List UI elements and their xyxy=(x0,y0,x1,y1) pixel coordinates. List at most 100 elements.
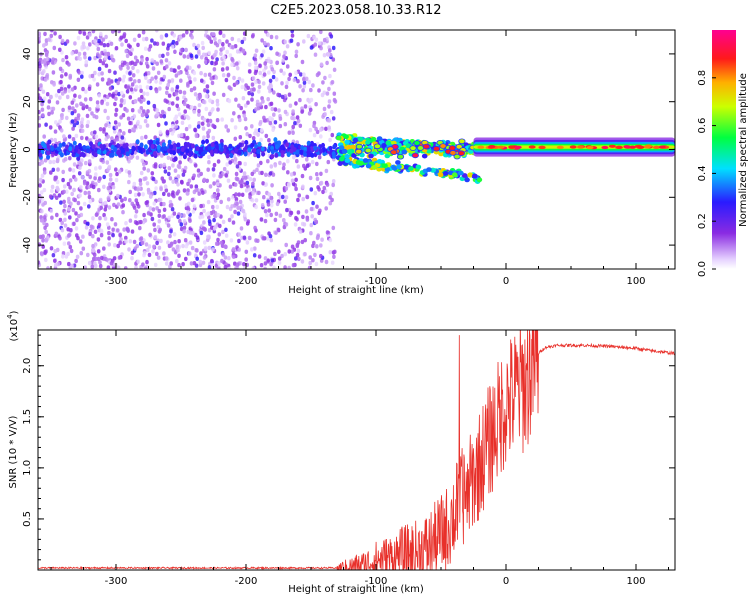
spectrogram-cell xyxy=(107,230,111,236)
spectrogram-cell xyxy=(166,155,171,160)
spectrogram-cell xyxy=(89,141,93,147)
spectrogram-cell xyxy=(67,105,72,110)
spectrogram-cell xyxy=(61,254,65,259)
spectrogram-cell xyxy=(230,195,235,200)
spectrogram-cell xyxy=(67,241,71,246)
spectrogram-cell xyxy=(192,42,196,48)
spectrogram-cell xyxy=(143,119,148,124)
spectrogram-cell xyxy=(38,109,41,115)
spectrogram-cell xyxy=(250,247,254,252)
spectrogram-cell xyxy=(234,192,238,197)
spectrogram-cell xyxy=(52,45,57,51)
spectrogram-cell xyxy=(201,126,206,131)
spectrogram-cell xyxy=(623,145,631,149)
spectrogram-cell xyxy=(182,213,186,218)
spectrogram-cell xyxy=(214,224,218,229)
spectrogram-cell xyxy=(107,236,111,241)
spectrogram-cell xyxy=(237,38,241,43)
spectrogram-cell xyxy=(174,178,179,183)
spectrogram-cell xyxy=(149,85,153,91)
spectrogram-cell xyxy=(264,133,269,139)
spectrogram-cell xyxy=(191,209,196,214)
spectrogram-cell xyxy=(203,149,208,155)
spectrogram-cell xyxy=(413,140,421,146)
spectrogram-cell xyxy=(106,186,111,191)
spectrogram-cell xyxy=(253,53,258,58)
spectrogram-cell xyxy=(139,219,143,225)
spectrogram-cell xyxy=(52,82,56,87)
spectrogram-cell xyxy=(167,79,171,84)
spectrogram-cell xyxy=(67,88,71,93)
spectrogram-cell xyxy=(132,181,137,187)
spectrogram-cell xyxy=(234,176,239,181)
spectrogram-cell xyxy=(136,119,140,125)
spectrogram-cell xyxy=(310,214,315,219)
spectrogram-cell xyxy=(322,53,327,58)
spectrogram-cell xyxy=(162,214,166,219)
spectrogram-cell xyxy=(278,160,282,166)
spectrogram-cell xyxy=(197,64,201,69)
spectrogram-cell xyxy=(158,197,163,203)
spectrogram-cell xyxy=(198,259,203,265)
spectrogram-cell xyxy=(72,221,76,226)
spectrogram-cell xyxy=(57,88,61,94)
spectrogram-cell xyxy=(112,202,116,208)
spectrogram-cell xyxy=(290,178,295,183)
spectrogram-cell xyxy=(127,179,131,185)
spectrogram-cell xyxy=(38,199,42,204)
spectrogram-cell xyxy=(71,106,75,111)
spectrogram-cell xyxy=(332,67,337,73)
spectrogram-cell xyxy=(147,252,152,258)
spectrogram-cell xyxy=(264,65,268,70)
spectrogram-cell xyxy=(256,163,261,168)
spectrogram-cell xyxy=(208,98,212,103)
spectrogram-cell xyxy=(60,38,65,44)
spectrogram-cell xyxy=(113,243,117,248)
spectrogram-cell xyxy=(338,156,345,162)
spectrogram-cell xyxy=(121,78,126,83)
spectrogram-cell xyxy=(87,204,91,209)
spectrogram-cell xyxy=(219,147,224,152)
spectrogram-cell xyxy=(131,73,136,78)
spectrogram-cell xyxy=(161,142,166,148)
spectrogram-cell xyxy=(38,183,42,188)
spectrogram-cell xyxy=(47,99,52,104)
spectrogram-cell xyxy=(159,163,163,168)
spectrogram-cell xyxy=(78,165,82,170)
spectrogram-cell xyxy=(230,204,234,209)
spectrogram-cell xyxy=(206,199,211,205)
spectrogram-cell xyxy=(257,254,262,259)
spectrogram-cell xyxy=(637,145,645,149)
spectrogram-cell xyxy=(70,119,75,124)
spectrogram-cell xyxy=(234,97,238,102)
spectrogram-cell xyxy=(106,42,110,48)
spectrogram-cell xyxy=(142,109,146,114)
spectrogram-cell xyxy=(265,236,270,241)
spectrogram-cell xyxy=(74,226,79,231)
spectrogram-cell xyxy=(344,158,351,164)
spectrogram-cell xyxy=(169,149,174,155)
spectrogram-cell xyxy=(283,50,287,55)
spectrogram-cell xyxy=(266,32,270,38)
spectrogram-cell xyxy=(47,111,51,117)
spectrogram-cell xyxy=(260,53,264,58)
spectrogram-cell xyxy=(263,41,267,46)
spectrogram-cell xyxy=(50,188,54,194)
spectrogram-cell xyxy=(327,104,331,109)
spectrogram-cell xyxy=(282,218,286,223)
spectrogram-cell xyxy=(309,231,313,236)
spectrogram-cell xyxy=(315,172,319,177)
spectrogram-cell xyxy=(230,62,234,67)
spectrogram-cell xyxy=(180,47,184,53)
spectrogram-cell xyxy=(175,103,179,109)
spectrogram-cell xyxy=(271,127,275,132)
spectrogram-cell xyxy=(464,177,470,183)
spectrogram-cell xyxy=(178,89,183,95)
spectrogram-cell xyxy=(205,178,209,183)
spectrogram-cell xyxy=(99,143,104,149)
spectrogram-cell xyxy=(215,182,220,187)
spectrogram-cell xyxy=(323,75,327,81)
spectrogram-cell xyxy=(94,134,99,139)
spectrogram-cell xyxy=(290,249,295,254)
spectrogram-cell xyxy=(146,247,150,253)
